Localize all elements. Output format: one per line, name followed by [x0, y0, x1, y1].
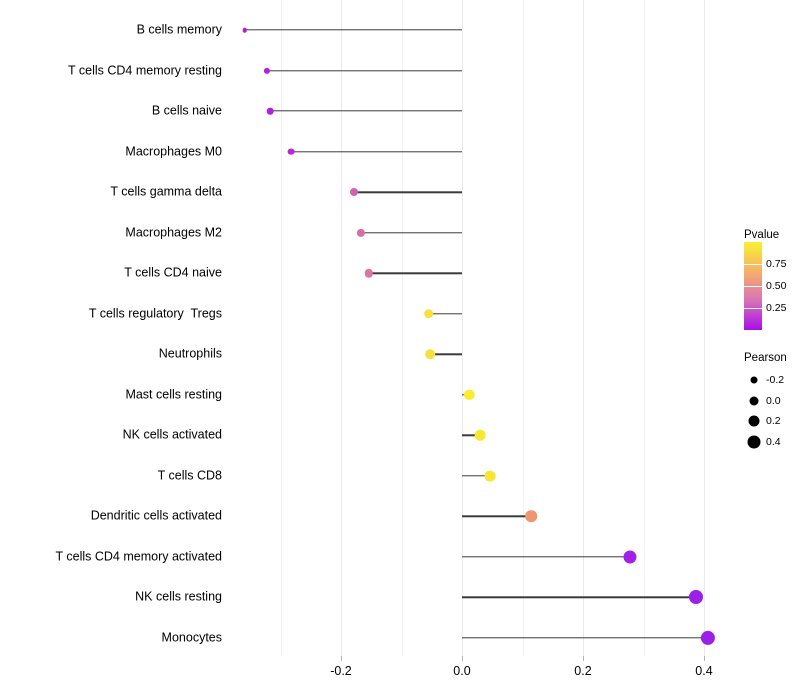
y-axis-label: Neutrophils [158, 346, 222, 361]
lollipop-stem [267, 69, 462, 72]
lollipop-point[interactable] [242, 27, 248, 33]
x-axis-tick [583, 656, 584, 661]
lollipop-stem [290, 150, 462, 153]
lollipop-stem [462, 596, 697, 599]
lollipop-stem [428, 313, 462, 315]
lollipop-point[interactable] [423, 308, 434, 319]
gridline-major [583, 0, 584, 656]
y-axis-label: B cells naive [151, 103, 222, 118]
lollipop-point[interactable] [623, 550, 637, 564]
lollipop-point[interactable] [464, 389, 475, 400]
size-legend-dot [748, 415, 760, 427]
size-legend-label: -0.2 [766, 374, 785, 386]
size-legend-label: 0.4 [766, 435, 781, 448]
colorbar-tick [744, 286, 762, 287]
y-axis-label: B cells memory [136, 22, 222, 37]
gridline-minor [643, 0, 645, 656]
lollipop-point[interactable] [689, 590, 704, 605]
lollipop-stem [462, 515, 531, 518]
x-axis-tick-label: 0.4 [695, 664, 713, 678]
lollipop-stem [429, 353, 462, 355]
x-axis-tick-label: 0.0 [453, 664, 471, 678]
lollipop-stem [270, 110, 462, 112]
lollipop-point[interactable] [484, 470, 496, 482]
y-axis-label: T cells CD4 memory resting [68, 63, 222, 78]
lollipop-point[interactable] [425, 349, 435, 360]
pvalue-legend-title: Pvalue [744, 229, 780, 241]
size-legend-label: 0.0 [766, 394, 781, 407]
lollipop-point[interactable] [266, 107, 274, 115]
size-legend-item: -0.2 [736, 370, 800, 390]
y-axis-label: T cells gamma delta [110, 184, 222, 199]
size-legend-label: 0.2 [766, 415, 781, 427]
y-axis-label: T cells CD4 naive [124, 265, 222, 280]
colorbar-tick-label: 0.25 [766, 302, 787, 314]
size-legend-dot [750, 376, 758, 384]
y-axis-label: T cells CD8 [157, 468, 222, 483]
x-axis-tick [462, 656, 463, 661]
y-axis-label: Macrophages M0 [125, 144, 222, 159]
lollipop-point[interactable] [356, 228, 366, 237]
y-axis-label: NK cells resting [135, 589, 222, 604]
y-axis-label: T cells regulatory Tregs [88, 306, 222, 321]
lollipop-stem [462, 475, 490, 477]
lollipop-stem [353, 191, 462, 193]
lollipop-stem [462, 637, 709, 639]
lollipop-stem [360, 231, 462, 234]
y-axis-label: Macrophages M2 [125, 225, 222, 240]
lollipop-point[interactable] [364, 268, 374, 278]
y-axis-label: Mast cells resting [125, 387, 222, 402]
x-axis: -0.2 0.0 0.2 0.4 [230, 656, 720, 700]
lollipop-stem [462, 434, 481, 437]
gridline-major [704, 0, 705, 656]
x-axis-tick-label: -0.2 [330, 664, 352, 678]
x-axis-tick-label: 0.2 [574, 664, 592, 678]
gridline-minor [522, 0, 524, 656]
legend-area: Pvalue Pearson -0.2 0.0 0.2 0.4 0.75 0.50 0.2… [736, 0, 800, 700]
colorbar-tick-label: 0.75 [766, 258, 787, 270]
lollipop-stem [244, 29, 462, 31]
lollipop-point[interactable] [264, 67, 271, 74]
x-axis-tick [341, 656, 342, 661]
y-axis-label: NK cells activated [122, 427, 222, 442]
lollipop-point[interactable] [474, 430, 486, 441]
pearson-legend-title: Pearson [744, 352, 787, 364]
plot-panel [230, 0, 720, 656]
size-legend-dot [749, 396, 759, 405]
size-legend-item: 0.0 [736, 391, 800, 411]
lollipop-point[interactable] [349, 188, 358, 197]
lollipop-point[interactable] [287, 148, 295, 155]
gridline-minor [401, 0, 403, 656]
lollipop-stem [462, 556, 631, 558]
y-axis-label: Monocytes [161, 630, 222, 645]
lollipop-point[interactable] [525, 510, 537, 523]
y-axis-label: T cells CD4 memory activated [55, 549, 223, 564]
lollipop-point[interactable] [701, 630, 716, 646]
size-legend-dot [747, 435, 761, 448]
x-axis-tick [704, 656, 705, 661]
gridline-major [341, 0, 342, 656]
lollipop-stem [368, 272, 462, 274]
size-legend-item: 0.4 [736, 432, 800, 452]
y-axis-label: Dendritic cells activated [90, 508, 222, 523]
colorbar-tick [744, 308, 762, 309]
y-axis-labels: B cells memory T cells CD4 memory resting… [0, 0, 223, 700]
gridline-major [462, 0, 463, 656]
size-legend-item: 0.2 [736, 411, 800, 431]
gridline-minor [280, 0, 282, 656]
colorbar-tick [744, 264, 762, 265]
colorbar-tick-label: 0.50 [766, 280, 787, 292]
